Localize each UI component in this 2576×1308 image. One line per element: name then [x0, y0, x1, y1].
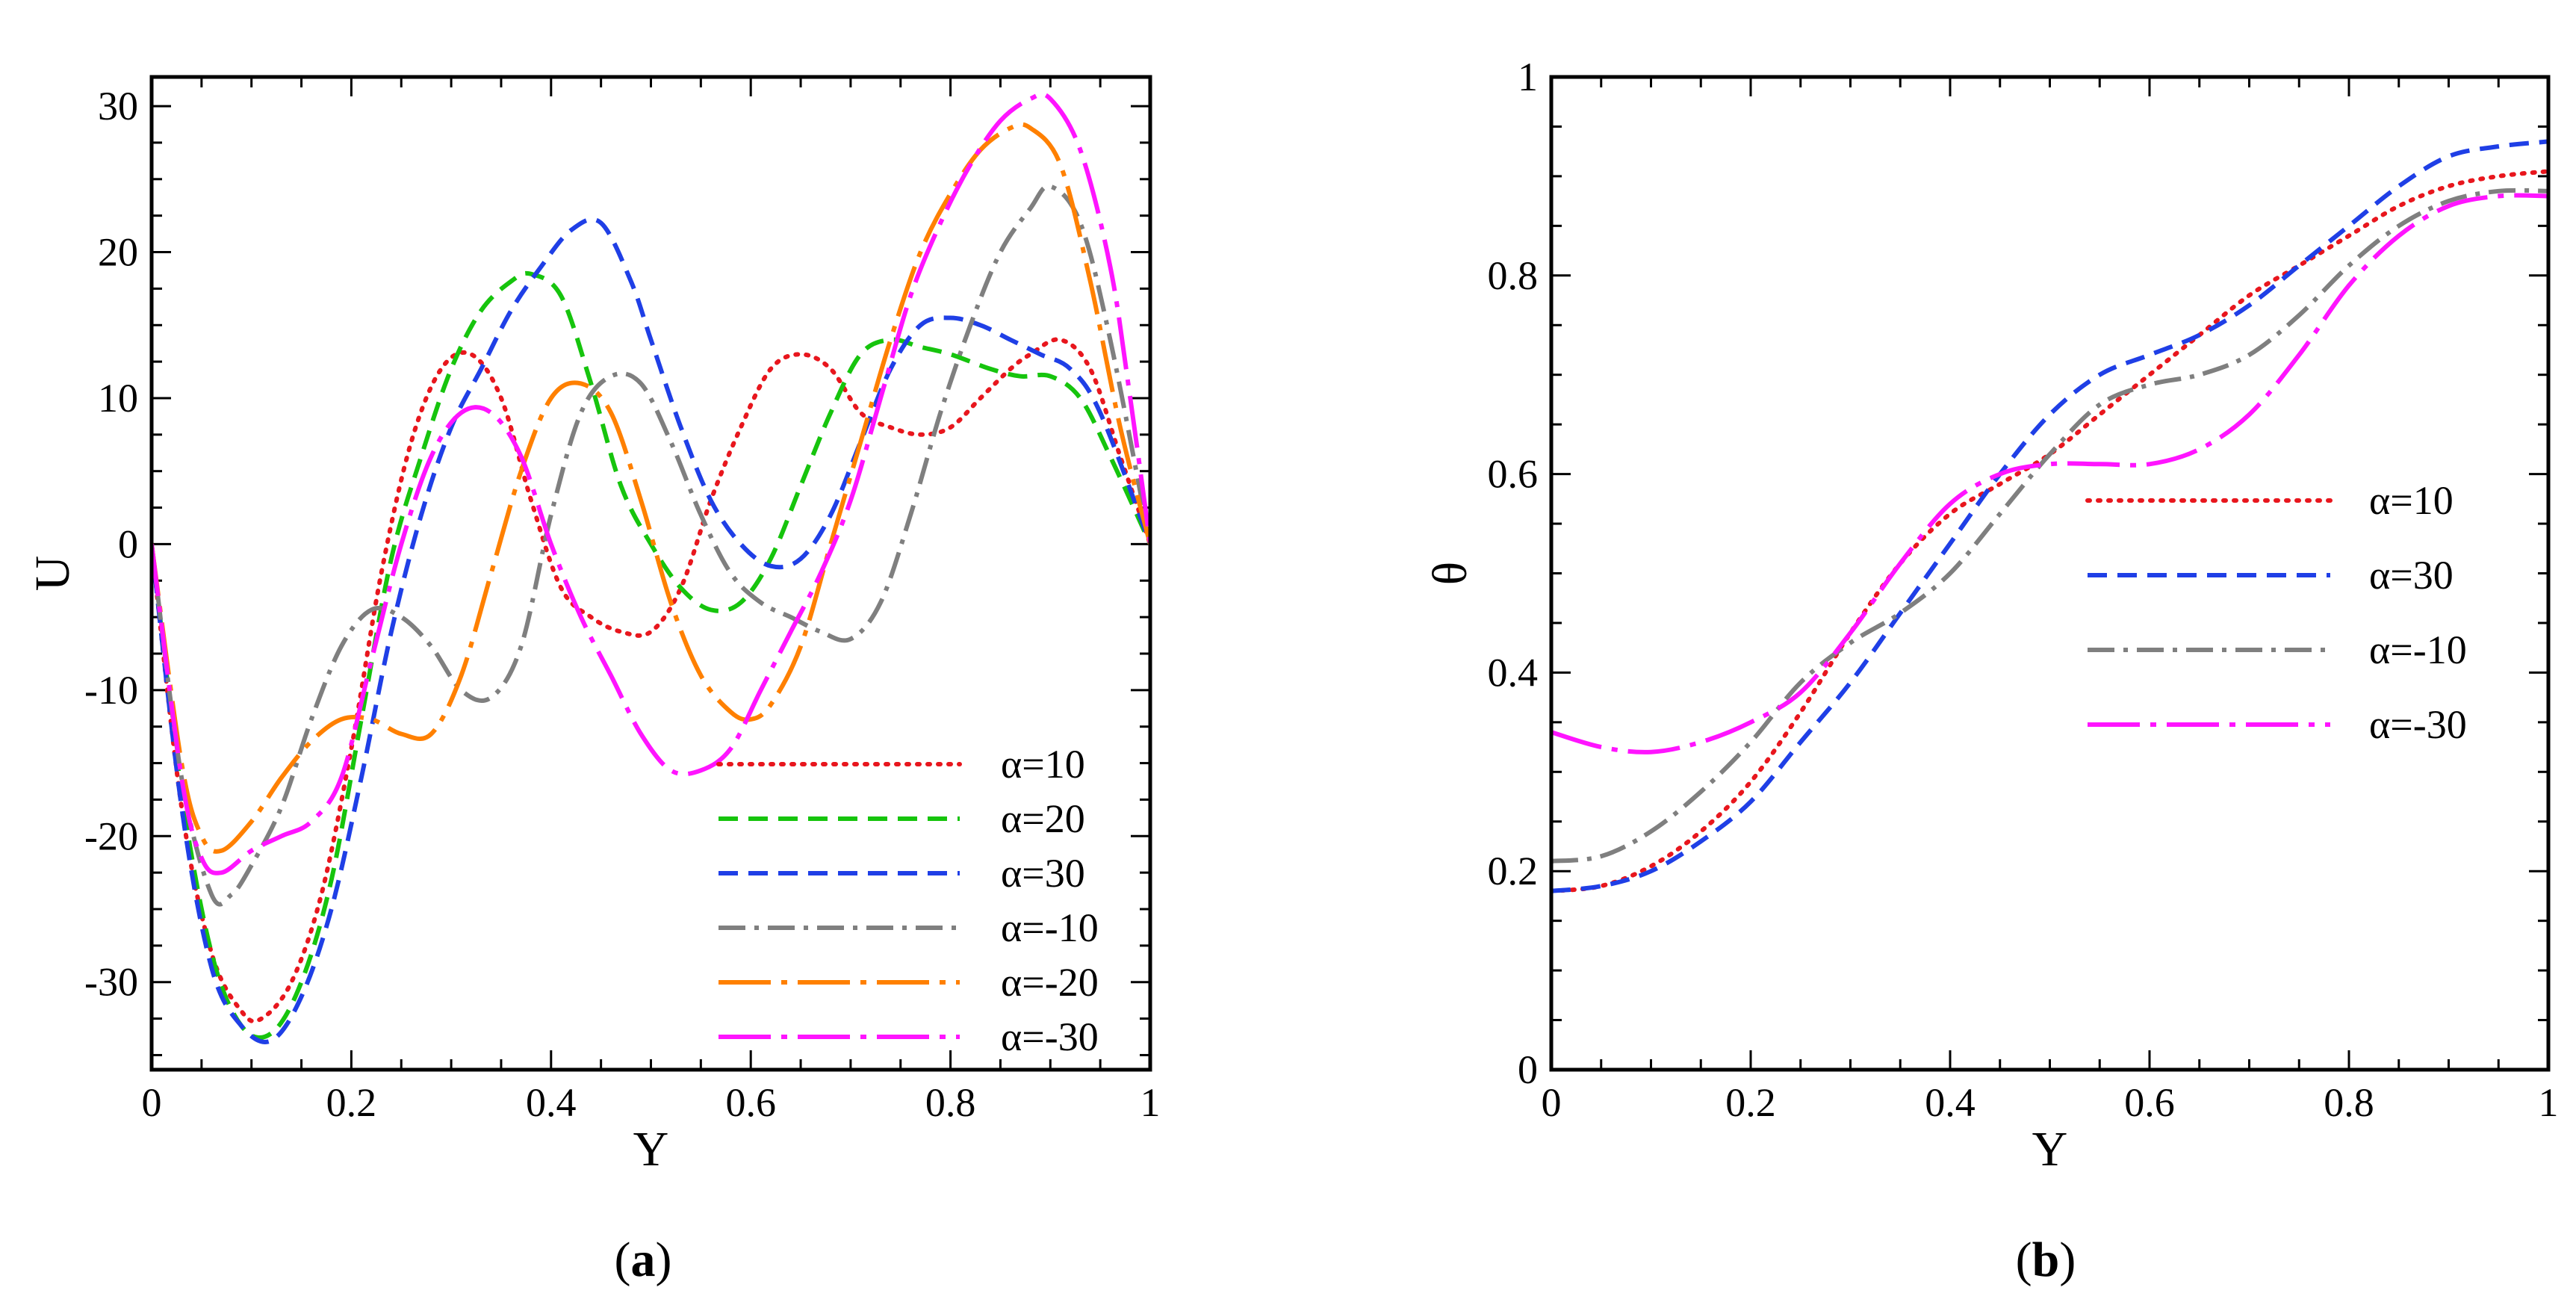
y-tick-label: 30 — [98, 84, 138, 128]
y-tick-label: -10 — [84, 668, 138, 713]
caption-close: ) — [2059, 1233, 2076, 1287]
y-axis-label: U — [25, 556, 80, 592]
y-tick-label: -30 — [84, 960, 138, 1005]
x-tick-label: 0.6 — [2124, 1080, 2175, 1125]
legend: α=10 α=20 α=30 α=-10 α=-20 α=-30 — [716, 742, 1099, 1059]
series-line — [152, 184, 1150, 907]
x-tick-label: 0.4 — [1925, 1080, 1976, 1125]
legend-label: α=-10 — [2369, 627, 2467, 672]
chart-a: 0 0.2 0.4 0.6 0.8 1-30-20-100102030α=10α=20α=… — [25, 75, 1161, 1287]
caption-open: ( — [2016, 1233, 2032, 1287]
series-line — [1551, 193, 2548, 754]
legend-label: α=-30 — [1001, 1014, 1099, 1059]
series-line — [152, 92, 1150, 875]
caption-letter: a — [631, 1233, 656, 1287]
x-tick-label: 0.4 — [526, 1080, 577, 1125]
y-tick-label: 0.8 — [1488, 253, 1539, 298]
y-tick-label: 10 — [98, 376, 138, 421]
legend-label: α=10 — [2369, 478, 2454, 523]
chart-b: 0 0.2 0.4 0.6 0.8 1 0 0.2 0.4 0.6 0.8 1 α=10 α=30 α=-1… — [1423, 55, 2559, 1287]
x-tick-label: 0 — [142, 1080, 162, 1125]
panel-caption: (a) — [615, 1233, 672, 1287]
plot-frame — [1549, 75, 2551, 1072]
legend-label: α=30 — [2369, 553, 2454, 598]
x-axis-label: Y — [2032, 1122, 2068, 1177]
x-tick-label: 1 — [2539, 1080, 2559, 1125]
x-tick-label: 0.2 — [326, 1080, 377, 1125]
caption-letter: b — [2032, 1233, 2060, 1287]
plot-frame — [149, 75, 1152, 1072]
y-tick-label: 0.4 — [1488, 650, 1539, 695]
x-tick-label: 1 — [1140, 1080, 1161, 1125]
series-line — [152, 122, 1150, 854]
y-tick-label: 0 — [118, 521, 138, 566]
x-tick-label: 0 — [1542, 1080, 1562, 1125]
legend-label: α=10 — [1001, 742, 1085, 787]
legend-label: α=-10 — [1001, 905, 1099, 950]
x-axis-label: Y — [633, 1122, 669, 1177]
x-tick-label: 0.8 — [925, 1080, 976, 1125]
panel-caption: (b) — [2016, 1233, 2076, 1287]
y-tick-label: 1 — [1518, 55, 1538, 99]
x-tick-label: 0.8 — [2324, 1080, 2374, 1125]
y-tick-label: 20 — [98, 230, 138, 275]
series-line — [1551, 187, 2548, 864]
y-tick-label: 0 — [1518, 1047, 1538, 1092]
series-line — [152, 217, 1150, 1044]
series-line — [152, 337, 1150, 1024]
caption-open: ( — [615, 1233, 631, 1287]
series-line — [1551, 139, 2548, 893]
y-tick-label: 0.6 — [1488, 452, 1539, 497]
y-tick-label: -20 — [84, 813, 138, 858]
legend: α=10 α=30 α=-10 α=-30 — [2085, 478, 2467, 747]
y-axis-label: θ — [1423, 562, 1477, 586]
caption-close: ) — [656, 1233, 672, 1287]
y-tick-label: 0.2 — [1488, 849, 1539, 893]
series-line — [1551, 169, 2548, 893]
x-tick-label: 0.6 — [725, 1080, 776, 1125]
legend-label: α=-20 — [1001, 960, 1099, 1005]
x-tick-label: 0.2 — [1725, 1080, 1776, 1125]
series-line — [152, 270, 1150, 1041]
legend-label: α=-30 — [2369, 702, 2467, 747]
legend-label: α=20 — [1001, 796, 1085, 841]
legend-label: α=30 — [1001, 851, 1085, 896]
